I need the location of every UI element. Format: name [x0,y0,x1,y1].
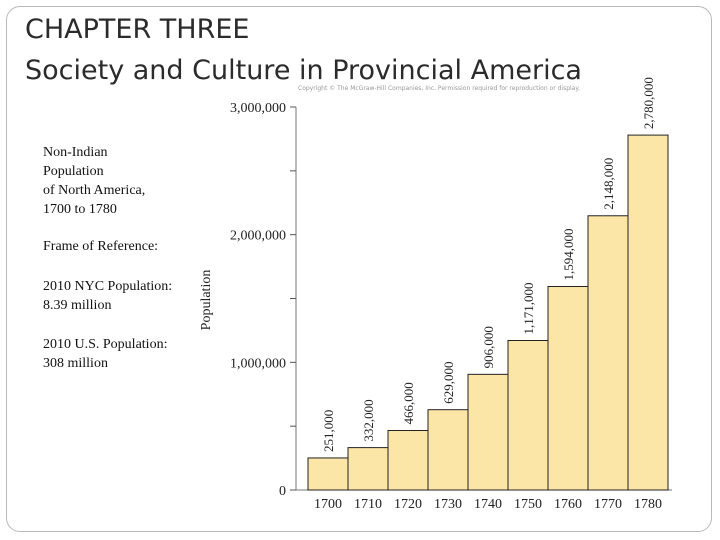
slide-frame [6,6,712,532]
bar [387,430,429,491]
x-tick-label: 1730 [434,497,462,512]
x-tick-label: 1700 [314,497,342,512]
chart-description-line: of North America, [43,183,146,198]
chart-description-line: Non-Indian [43,145,108,160]
bar [347,447,389,491]
bar [467,373,509,491]
bar-value-label: 332,000 [361,399,376,441]
nyc-population-line: 8.39 million [43,298,112,313]
slide-subtitle: Society and Culture in Provincial Americ… [25,55,582,86]
bar-value-label: 1,171,000 [521,283,536,335]
bar-value-label: 629,000 [441,361,456,403]
bar [587,215,629,491]
x-tick-label: 1740 [474,497,502,512]
bar-value-label: 906,000 [481,326,496,368]
x-tick-label: 1750 [514,497,542,512]
frame-of-reference-label: Frame of Reference: [43,239,159,254]
y-tick-label: 3,000,000 [230,101,286,116]
x-tick-label: 1720 [394,497,422,512]
bar [547,285,589,491]
x-tick-label: 1780 [634,497,662,512]
nyc-population-line: 2010 NYC Population: [43,279,173,294]
chart-description: Non-Indian Population of North America, … [43,143,145,219]
bar-value-label: 2,780,000 [641,77,656,129]
bar [507,340,549,491]
chart-description-line: Population [43,164,104,179]
chart-description-line: 1700 to 1780 [43,202,117,217]
bar-value-label: 2,148,000 [601,158,616,210]
y-tick-label: 0 [279,484,286,499]
x-tick-label: 1760 [554,497,582,512]
bar-value-label: 1,594,000 [561,228,576,280]
bar-value-label: 251,000 [321,410,336,452]
bar [627,134,669,491]
copyright-notice: Copyright © The McGraw-Hill Companies, I… [298,85,580,92]
y-tick-label: 2,000,000 [230,229,286,244]
us-population-note: 2010 U.S. Population: 308 million [43,335,167,373]
y-axis-title: Population [199,270,214,331]
x-tick-label: 1770 [594,497,622,512]
x-tick-label: 1710 [354,497,382,512]
nyc-population-note: 2010 NYC Population: 8.39 million [43,277,172,315]
us-population-line: 2010 U.S. Population: [43,337,168,352]
y-tick-label: 1,000,000 [230,356,286,371]
bar [307,457,349,491]
us-population-line: 308 million [43,356,108,371]
bar-value-label: 466,000 [401,382,416,424]
bar [427,409,469,491]
slide-title: CHAPTER THREE [25,14,250,45]
